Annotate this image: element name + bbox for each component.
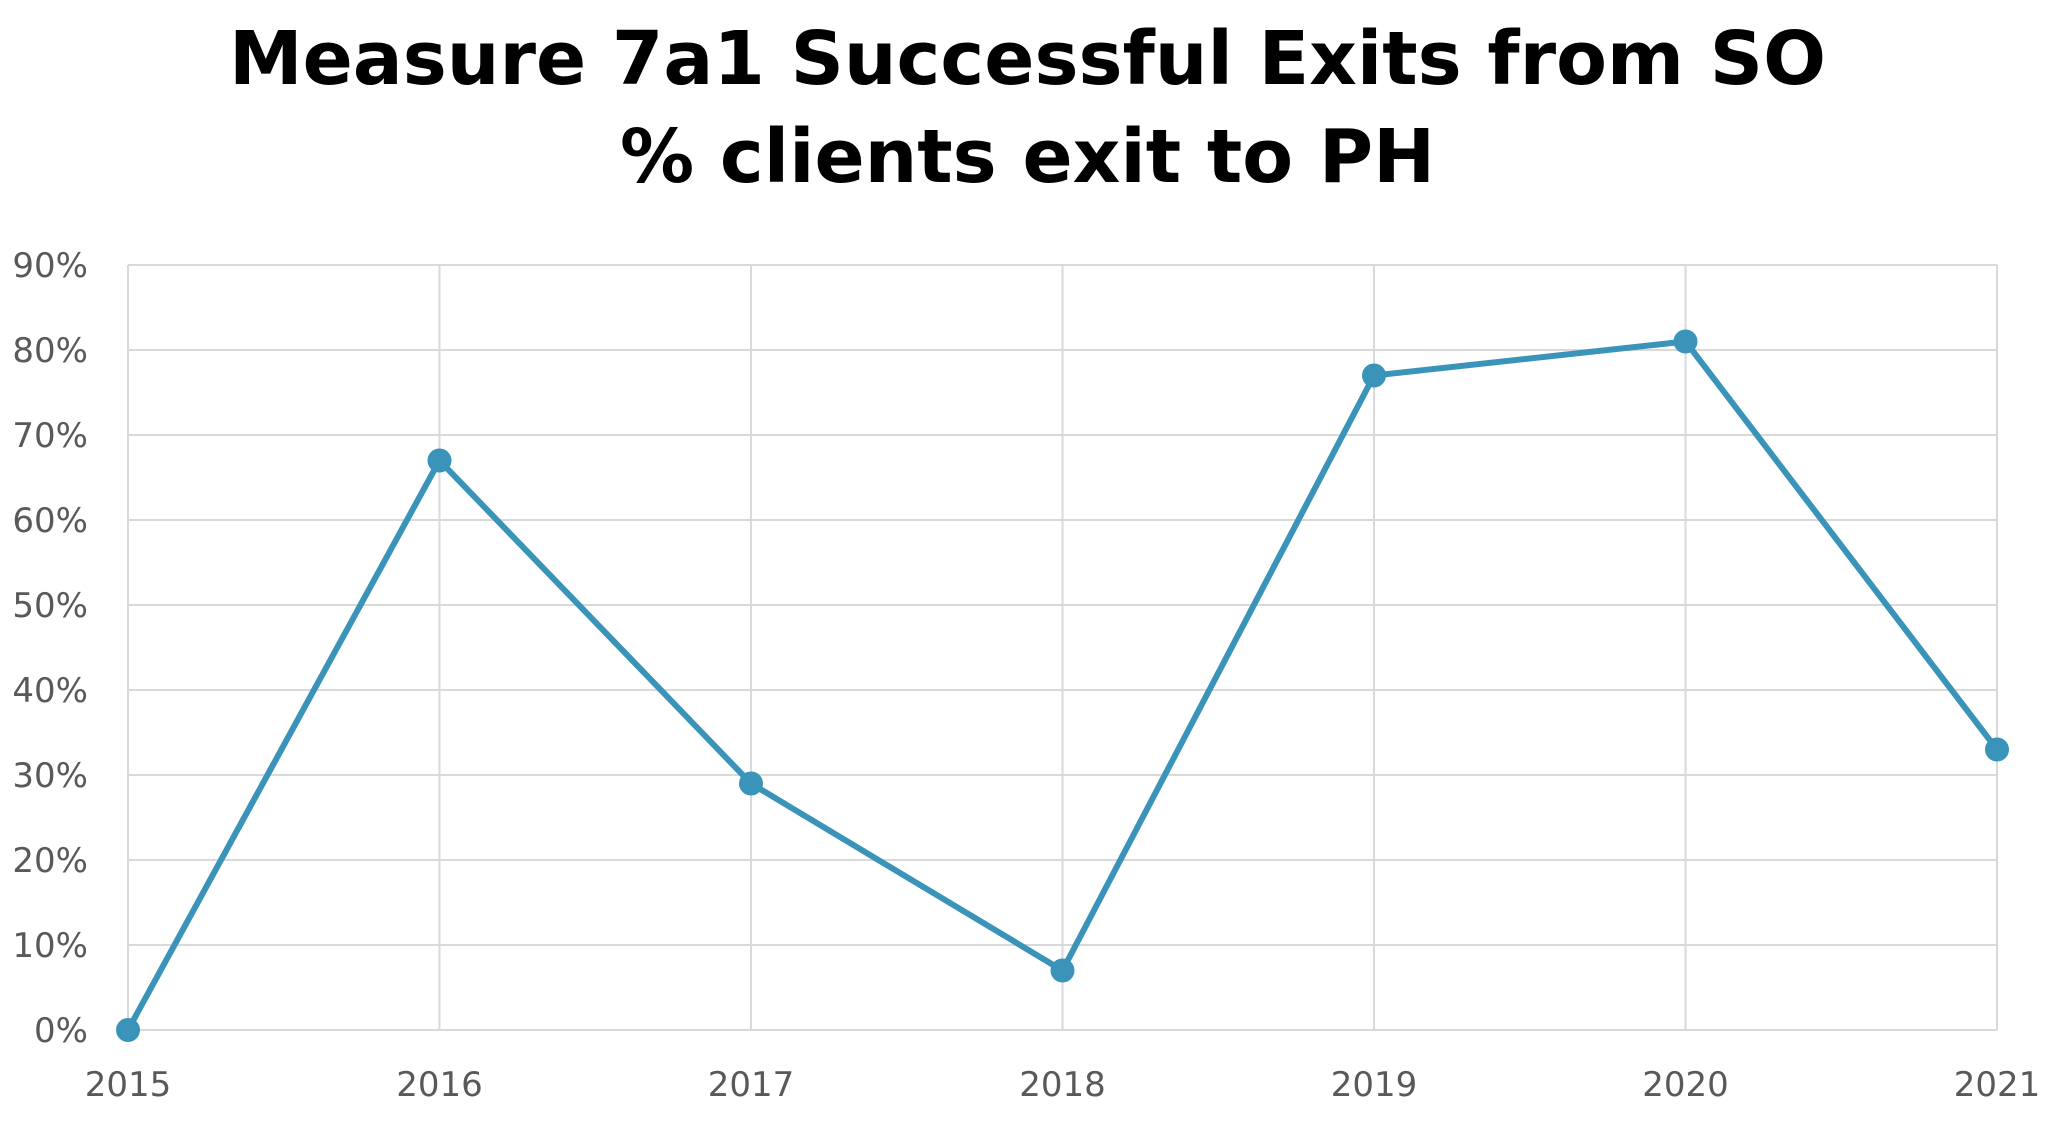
x-tick-label: 2019 xyxy=(1331,1065,1418,1105)
x-tick-label: 2020 xyxy=(1642,1065,1729,1105)
x-axis-ticks: 2015 2016 2017 2018 2019 2020 2021 xyxy=(85,1065,2041,1105)
data-point-2015 xyxy=(116,1018,140,1042)
chart-subtitle: % clients exit to PH xyxy=(619,114,1436,200)
y-tick-label: 20% xyxy=(12,841,88,881)
y-tick-label: 40% xyxy=(12,671,88,711)
gridlines xyxy=(127,264,1998,1031)
y-tick-label: 60% xyxy=(12,501,88,541)
x-tick-label: 2021 xyxy=(1954,1065,2041,1105)
y-tick-label: 10% xyxy=(12,926,88,966)
y-axis-ticks: 0% 10% 20% 30% 40% 50% 60% 70% 80% 90% xyxy=(12,246,88,1051)
x-tick-label: 2016 xyxy=(396,1065,483,1105)
x-tick-label: 2018 xyxy=(1019,1065,1106,1105)
y-tick-label: 30% xyxy=(12,756,88,796)
data-point-2017 xyxy=(739,771,763,796)
x-tick-label: 2015 xyxy=(85,1065,172,1105)
data-point-2018 xyxy=(1050,958,1075,983)
data-point-2020 xyxy=(1673,329,1698,354)
chart-title: Measure 7a1 Successful Exits from SO xyxy=(228,16,1827,102)
data-point-2021 xyxy=(1985,737,2009,762)
data-point-2016 xyxy=(427,448,452,473)
y-tick-label: 70% xyxy=(12,416,88,456)
y-tick-label: 80% xyxy=(12,331,88,371)
series xyxy=(116,329,2009,1042)
data-point-2019 xyxy=(1362,363,1386,388)
y-tick-label: 50% xyxy=(12,586,88,626)
x-tick-label: 2017 xyxy=(708,1065,795,1105)
y-tick-label: 0% xyxy=(34,1011,88,1051)
y-tick-label: 90% xyxy=(12,246,88,286)
